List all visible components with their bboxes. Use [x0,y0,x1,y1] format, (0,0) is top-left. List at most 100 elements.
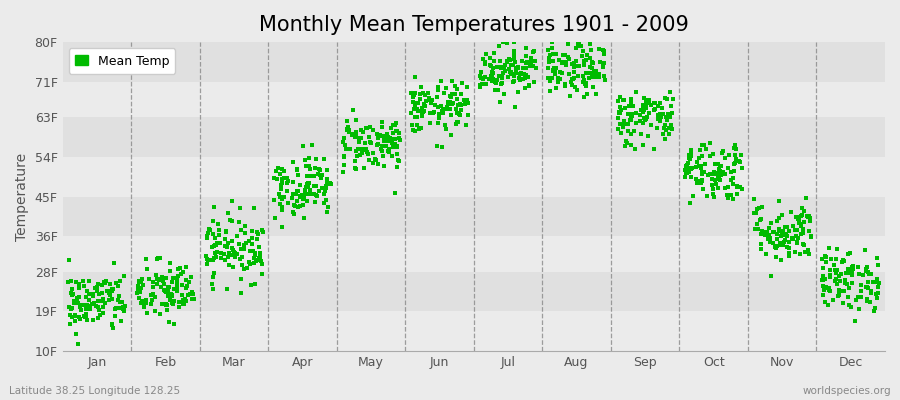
Point [557,80,572,87]
Point [479,80,493,87]
Point [629,120,643,126]
Point [577,94,591,100]
Point [818,252,832,259]
Point [252,255,266,261]
Point [65,286,79,293]
Point [473,74,488,81]
Point [564,75,579,82]
Point [849,297,863,304]
Point [448,83,463,89]
Point [290,198,304,204]
Point [379,143,393,150]
Point [724,168,738,175]
Point [703,171,717,177]
Point [860,298,874,304]
Point [250,256,265,263]
Point [130,290,145,296]
Point [170,288,184,294]
Point [761,236,776,242]
Point [423,120,437,127]
Point [769,254,783,261]
Point [208,242,222,249]
Point [527,48,542,54]
Point [227,248,241,255]
Point [498,68,512,74]
Point [508,56,522,62]
Point [238,222,252,229]
Point [574,43,589,49]
Point [499,39,513,45]
Point [513,70,527,76]
Point [637,106,652,113]
Point [842,285,856,292]
Point [747,210,761,216]
Point [105,322,120,328]
Point [289,191,303,198]
Point [435,144,449,150]
Point [569,45,583,52]
Point [596,62,610,69]
Point [698,145,713,152]
Point [779,244,794,250]
Point [770,231,784,238]
Point [233,276,248,283]
Point [858,247,872,253]
Point [172,299,186,306]
Point [691,155,706,161]
Point [420,90,435,96]
Point [863,288,878,294]
Title: Monthly Mean Temperatures 1901 - 2009: Monthly Mean Temperatures 1901 - 2009 [259,15,688,35]
Point [323,180,338,186]
Point [834,271,849,277]
Point [613,121,627,128]
Point [684,149,698,155]
Bar [62,312,885,351]
Point [176,301,191,308]
Text: Latitude 38.25 Longitude 128.25: Latitude 38.25 Longitude 128.25 [9,386,180,396]
Point [157,281,171,287]
Point [293,193,308,200]
Point [104,288,119,294]
Point [390,144,404,150]
Point [861,278,876,285]
Point [151,254,166,261]
Point [623,117,637,124]
Point [317,191,331,197]
Point [544,45,559,51]
Point [230,251,244,257]
Point [102,290,116,296]
Point [90,284,104,291]
Point [663,88,678,95]
Point [552,75,566,81]
Point [253,249,267,256]
Point [320,197,334,203]
Point [138,298,152,304]
Point [414,124,428,131]
Point [759,250,773,257]
Point [633,118,647,124]
Point [860,266,874,272]
Point [664,110,679,116]
Point [628,146,643,152]
Point [634,131,649,138]
Point [248,250,262,256]
Point [700,172,715,178]
Point [249,236,264,242]
Point [584,47,598,54]
Point [115,306,130,312]
Point [384,137,399,144]
Point [507,52,521,58]
Point [735,165,750,172]
Point [546,58,561,64]
Point [159,307,174,314]
Point [69,331,84,337]
Point [545,66,560,73]
Point [232,219,247,225]
Point [635,109,650,115]
Point [684,166,698,172]
Point [719,191,733,198]
Point [185,291,200,297]
Point [301,179,315,186]
Point [234,290,248,296]
Point [749,210,763,216]
